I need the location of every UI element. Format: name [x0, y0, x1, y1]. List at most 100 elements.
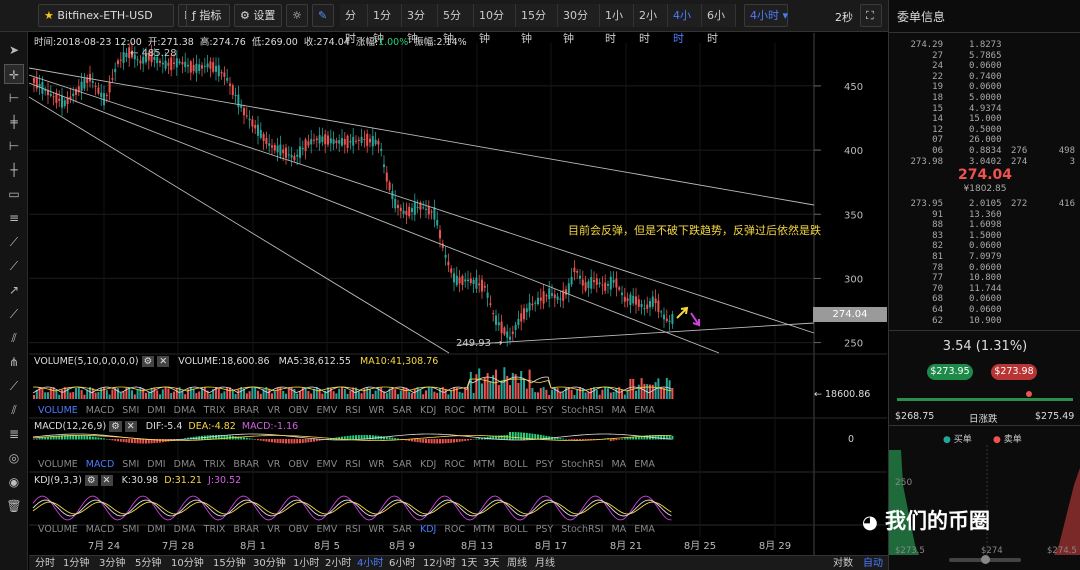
settings-small-icon[interactable]: ⚙ [84, 475, 98, 486]
indicator-tab-ema[interactable]: EMA [634, 405, 655, 416]
bottom-timeframe-6[interactable]: 30分钟 [253, 558, 286, 569]
indicator-tab-emv[interactable]: EMV [316, 405, 338, 416]
more-timeframe-dropdown[interactable]: 4小时 ▾ [744, 4, 788, 27]
bottom-timeframe-1[interactable]: 1分钟 [63, 558, 90, 569]
indicator-tab-boll[interactable]: BOLL [503, 524, 528, 535]
indicator-tab-boll[interactable]: BOLL [503, 459, 528, 470]
indicator-tab-obv[interactable]: OBV [288, 405, 309, 416]
trend-line-icon[interactable]: ⟋ [9, 235, 19, 249]
indicator-tab-obv[interactable]: OBV [288, 524, 309, 535]
theme-button[interactable]: ☼ [286, 4, 308, 27]
gann-icon[interactable]: ⫽ [11, 403, 17, 417]
horizontal-line-icon[interactable]: ╪ [10, 115, 18, 129]
timeframe-8[interactable]: 2小时 [634, 4, 668, 45]
indicator-tab-vr[interactable]: VR [267, 405, 281, 416]
extended-line-icon[interactable]: ⟋ [9, 307, 19, 321]
indicator-tab-dma[interactable]: DMA [173, 459, 196, 470]
close-small-icon[interactable]: ✕ [157, 356, 170, 367]
fullscreen-button[interactable]: ⛶ [860, 4, 882, 27]
timeframe-1[interactable]: 1分钟 [368, 4, 402, 45]
price-range-icon[interactable]: ▭ [8, 187, 20, 201]
cursor-icon[interactable]: ➤ [8, 43, 20, 57]
bottom-timeframe-11[interactable]: 12小时 [423, 558, 456, 569]
segment-icon[interactable]: ⊢ [8, 139, 20, 153]
settings-small-icon[interactable]: ⚙ [109, 421, 122, 432]
fib-retracement-icon[interactable]: ≣ [8, 427, 20, 441]
indicator-tab-psy[interactable]: PSY [535, 405, 554, 416]
indicator-tab-sar[interactable]: SAR [392, 524, 412, 535]
indicator-tab-kdj[interactable]: KDJ [419, 405, 437, 416]
timeframe-7[interactable]: 1小时 [600, 4, 634, 45]
indicator-tab-wr[interactable]: WR [368, 405, 385, 416]
indicator-tab-brar[interactable]: BRAR [233, 405, 260, 416]
indicator-tab-rsi[interactable]: RSI [345, 459, 361, 470]
trash-icon[interactable]: 🗑 [6, 499, 22, 513]
depth-scroll-handle[interactable] [981, 555, 990, 564]
channel-icon[interactable]: ⫽ [11, 331, 17, 345]
timeframe-6[interactable]: 30分钟 [558, 4, 600, 45]
indicator-tab-sar[interactable]: SAR [392, 459, 412, 470]
indicator-tab-macd[interactable]: MACD [85, 524, 115, 535]
indicator-tab-obv[interactable]: OBV [288, 459, 309, 470]
ray-icon[interactable]: ⟋ [9, 259, 19, 273]
indicator-tab-ma[interactable]: MA [611, 459, 627, 470]
indicator-tab-dma[interactable]: DMA [173, 405, 196, 416]
indicator-tab-mtm[interactable]: MTM [473, 405, 496, 416]
bottom-timeframe-0[interactable]: 分时 [35, 558, 55, 569]
spiral-icon[interactable]: ◎ [8, 451, 20, 465]
indicator-tab-brar[interactable]: BRAR [233, 524, 260, 535]
indicator-tab-boll[interactable]: BOLL [503, 405, 528, 416]
bottom-timeframe-14[interactable]: 周线 [507, 558, 527, 569]
bottom-timeframe-10[interactable]: 6小时 [389, 558, 416, 569]
indicator-tab-roc[interactable]: ROC [444, 405, 466, 416]
indicator-tab-stochrsi[interactable]: StochRSI [561, 459, 604, 470]
timeframe-10[interactable]: 6小时 [702, 4, 736, 45]
indicator-tab-emv[interactable]: EMV [316, 524, 338, 535]
indicator-tab-macd[interactable]: MACD [85, 405, 115, 416]
price-chart[interactable]: 450 400 350 300 250 7月 24 7月 28 8月 1 8月 5 8月 9 8月… [29, 33, 887, 555]
timeframe-0[interactable]: 分时 [340, 4, 368, 45]
timeframe-5[interactable]: 15分钟 [516, 4, 558, 45]
horizontal-ray-icon[interactable]: ⊢ [8, 91, 20, 105]
ask-price-button[interactable]: $273.98 [991, 364, 1037, 380]
indicator-tab-volume[interactable]: VOLUME [38, 459, 78, 470]
draw-button[interactable]: ✎ [312, 4, 334, 27]
indicator-tab-smi[interactable]: SMI [122, 524, 140, 535]
pitchfork-icon[interactable]: ⋔ [8, 355, 20, 369]
indicator-tab-brar[interactable]: BRAR [233, 459, 260, 470]
bottom-timeframe-4[interactable]: 10分钟 [171, 558, 204, 569]
indicator-tab-sar[interactable]: SAR [392, 405, 412, 416]
log-scale-toggle[interactable]: 对数 [833, 558, 853, 569]
crosshair-icon[interactable]: ✛ [4, 64, 24, 84]
indicator-tab-ma[interactable]: MA [611, 405, 627, 416]
star-icon[interactable]: ★ [44, 9, 54, 22]
indicator-tab-wr[interactable]: WR [368, 524, 385, 535]
indicator-tab-wr[interactable]: WR [368, 459, 385, 470]
indicator-tab-dmi[interactable]: DMI [147, 405, 166, 416]
vertical-line-icon[interactable]: ┼ [10, 163, 18, 177]
indicator-tab-kdj[interactable]: KDJ [419, 524, 437, 535]
timeframe-2[interactable]: 3分钟 [402, 4, 438, 45]
indicator-tab-roc[interactable]: ROC [444, 524, 466, 535]
parallel-lines-icon[interactable]: ≡ [8, 211, 20, 225]
timeframe-4[interactable]: 10分钟 [474, 4, 516, 45]
bottom-timeframe-2[interactable]: 3分钟 [99, 558, 126, 569]
bottom-timeframe-15[interactable]: 月线 [535, 558, 555, 569]
settings-button[interactable]: ⚙ 设置 [234, 4, 282, 27]
indicator-tab-dma[interactable]: DMA [173, 524, 196, 535]
bottom-timeframe-13[interactable]: 3天 [483, 558, 500, 569]
indicator-tab-psy[interactable]: PSY [535, 459, 554, 470]
indicator-tab-rsi[interactable]: RSI [345, 524, 361, 535]
bottom-timeframe-5[interactable]: 15分钟 [213, 558, 246, 569]
indicators-button[interactable]: ƒ 指标 [186, 4, 230, 27]
eye-icon[interactable]: ◉ [8, 475, 20, 489]
bottom-timeframe-3[interactable]: 5分钟 [135, 558, 162, 569]
indicator-tab-emv[interactable]: EMV [316, 459, 338, 470]
timeframe-9[interactable]: 4小时 [668, 4, 702, 45]
indicator-tab-stochrsi[interactable]: StochRSI [561, 405, 604, 416]
indicator-tab-psy[interactable]: PSY [535, 524, 554, 535]
indicator-tab-ema[interactable]: EMA [634, 524, 655, 535]
close-small-icon[interactable]: ✕ [124, 421, 137, 432]
indicator-tab-ma[interactable]: MA [611, 524, 627, 535]
indicator-tab-trix[interactable]: TRIX [203, 459, 226, 470]
